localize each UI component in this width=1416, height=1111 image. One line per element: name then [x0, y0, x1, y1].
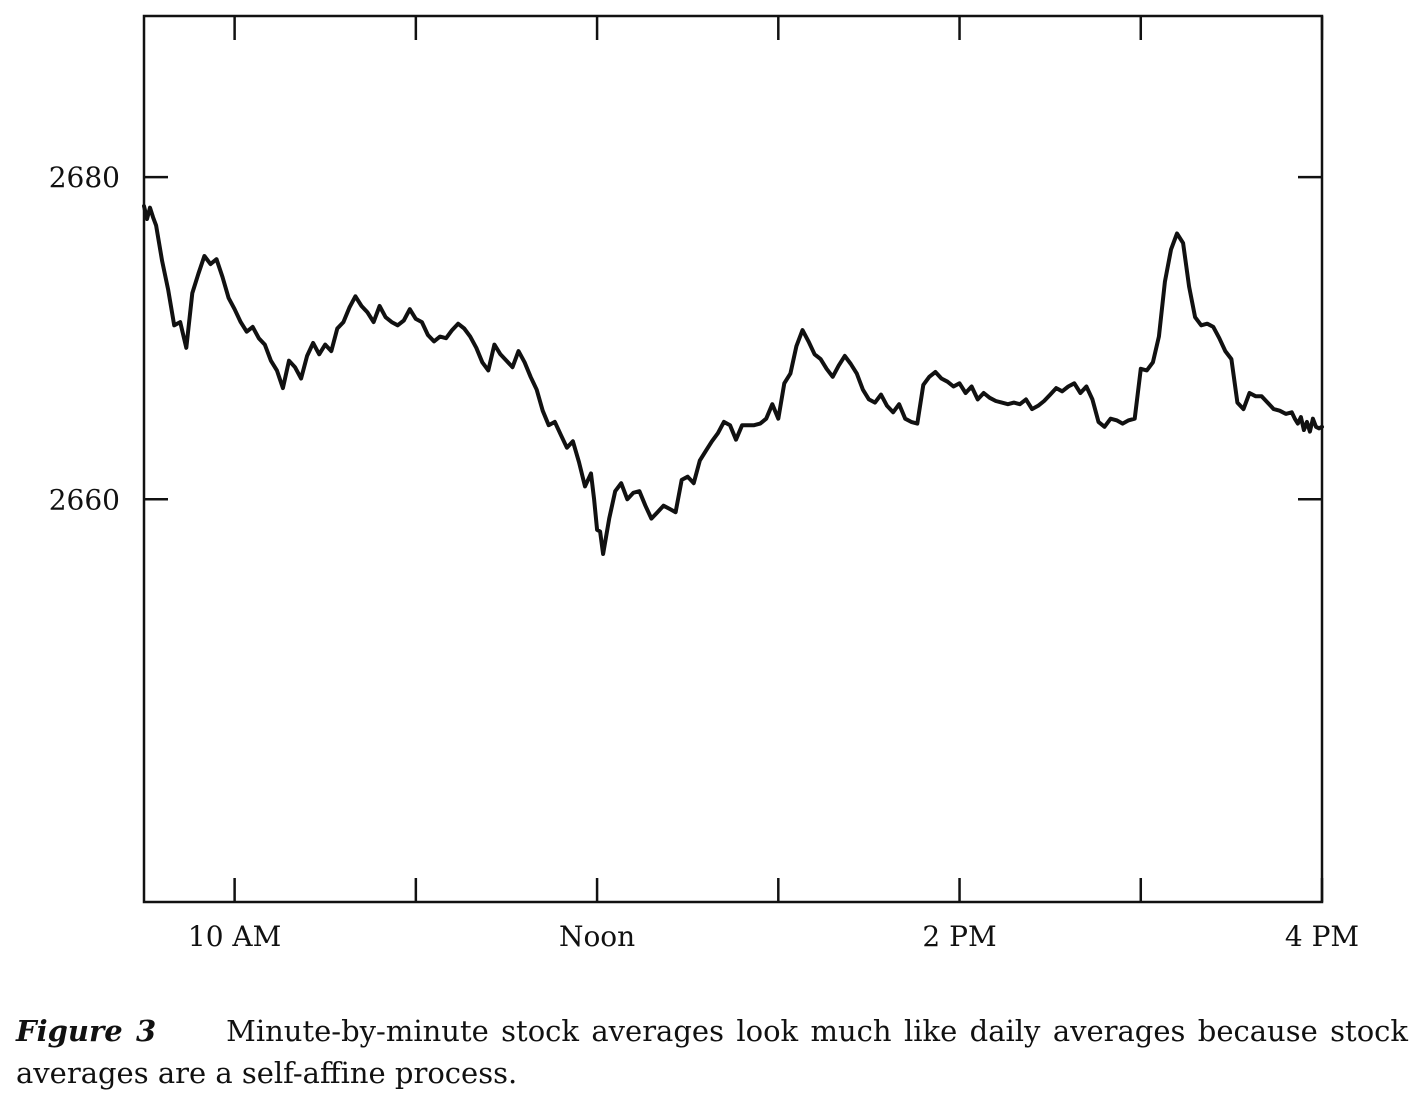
y-tick-label: 2680 — [49, 161, 120, 194]
x-tick-label: Noon — [559, 920, 635, 953]
x-axis-tick-labels: 10 AM Noon 2 PM 4 PM — [188, 920, 1359, 953]
caption-label: Figure 3 — [16, 1014, 157, 1048]
x-tick-label: 10 AM — [188, 920, 281, 953]
x-tick-label: 2 PM — [922, 920, 996, 953]
plot-frame — [142, 14, 1324, 904]
figure-caption: Figure 3 Minute-by-minute stock averages … — [16, 1010, 1408, 1094]
series-line — [142, 204, 1324, 556]
y-axis-tick-labels: 2660 2680 — [49, 161, 120, 516]
x-axis-ticks — [233, 16, 1324, 902]
x-tick-label: 4 PM — [1285, 920, 1359, 953]
caption-text: Minute-by-minute stock averages look muc… — [16, 1014, 1408, 1090]
y-tick-label: 2660 — [49, 483, 120, 516]
y-axis-ticks — [144, 175, 1322, 501]
stock-average-chart: 10 AM Noon 2 PM 4 PM 2660 2680 — [49, 14, 1359, 953]
